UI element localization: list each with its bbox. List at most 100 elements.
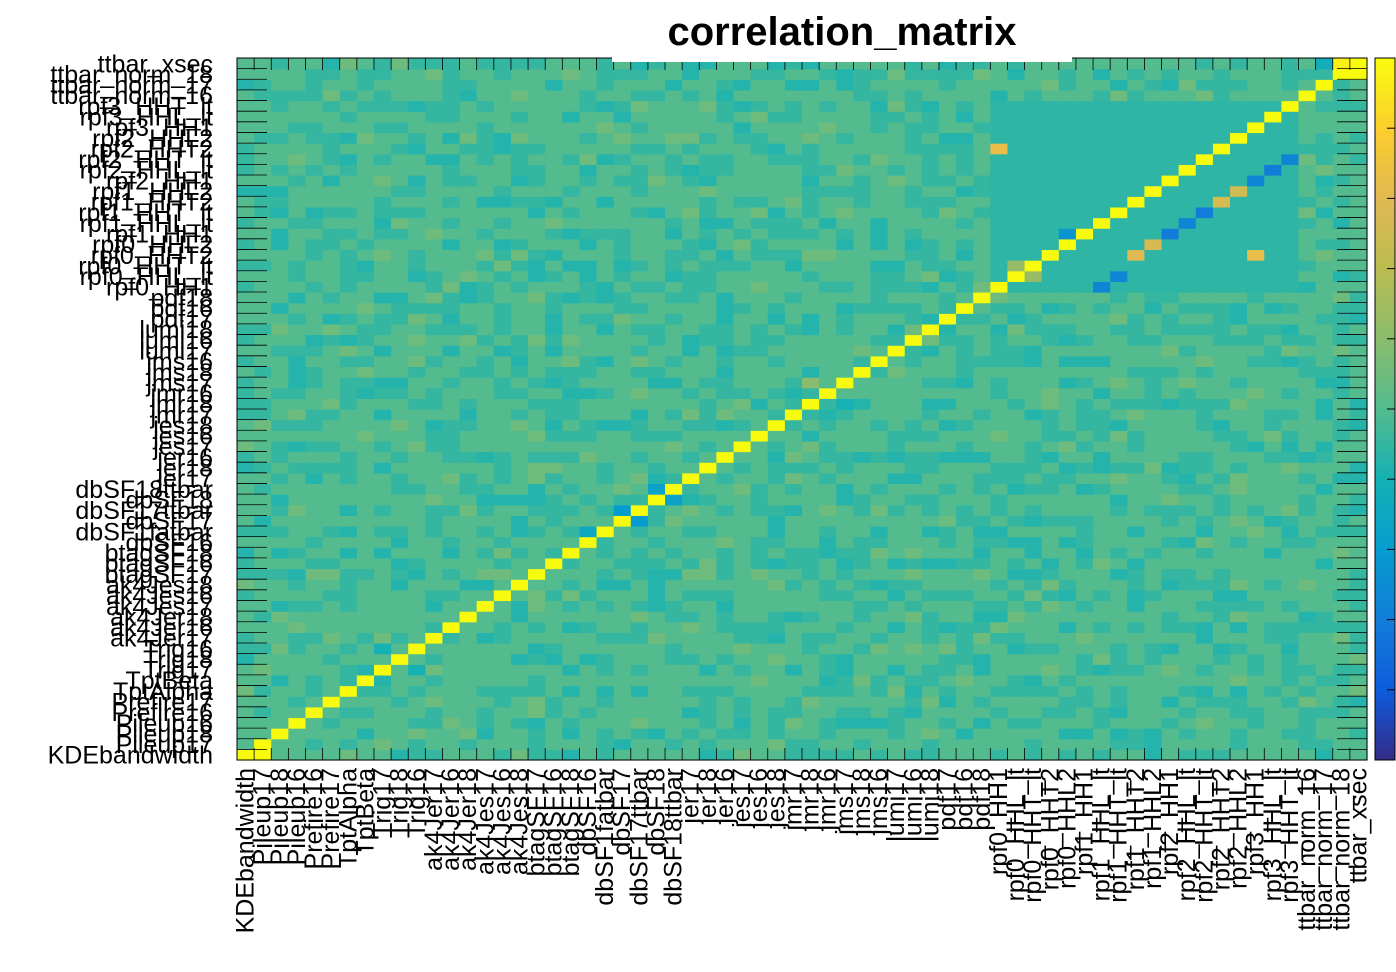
heatmap-cell — [784, 58, 803, 70]
heatmap-cell — [1195, 643, 1214, 655]
heatmap-cell — [510, 696, 529, 708]
heatmap-cell — [836, 600, 854, 612]
heatmap-cell — [356, 600, 375, 612]
heatmap-cell — [1093, 494, 1111, 506]
color-scale-band — [1375, 261, 1395, 265]
heatmap-cell — [1298, 79, 1317, 91]
heatmap-cell — [630, 260, 649, 272]
heatmap-cell — [254, 185, 272, 197]
heatmap-cell — [904, 121, 923, 134]
heatmap-cell — [476, 526, 495, 538]
heatmap-cell — [442, 419, 461, 431]
heatmap-cell — [870, 281, 889, 293]
heatmap-cell — [271, 685, 289, 697]
heatmap-cell — [1298, 600, 1317, 612]
heatmap-cell — [288, 483, 307, 495]
y-tick-label: rpf0_HHT2 — [91, 242, 213, 270]
heatmap-cell — [1195, 143, 1214, 155]
heatmap-cell — [990, 398, 1009, 410]
heatmap-cell — [237, 589, 255, 602]
heatmap-cell — [425, 164, 444, 176]
color-scale-band — [1375, 391, 1395, 395]
heatmap-cell — [1349, 536, 1368, 548]
heatmap-cell — [1264, 270, 1282, 282]
heatmap-cell — [373, 494, 392, 506]
x-tick-label: jmr18 — [797, 768, 825, 832]
heatmap-cell — [391, 494, 409, 506]
heatmap-cell — [271, 292, 289, 304]
heatmap-cell — [425, 206, 444, 219]
heatmap-cell — [1332, 738, 1351, 750]
heatmap-cell — [784, 589, 803, 602]
heatmap-cell — [322, 664, 341, 676]
heatmap-cell — [613, 238, 632, 251]
x-tick-label: KDEbandwidth — [232, 768, 260, 933]
heatmap-cell — [682, 79, 700, 91]
heatmap-cell — [442, 355, 461, 368]
color-scale-band — [1375, 352, 1395, 356]
heatmap-cell — [1110, 706, 1128, 719]
heatmap-cell — [956, 217, 974, 229]
heatmap-cell — [853, 430, 872, 442]
heatmap-cell — [356, 334, 375, 346]
heatmap-cell — [699, 451, 717, 463]
heatmap-cell — [1247, 440, 1265, 453]
heatmap-cell — [579, 121, 598, 134]
heatmap-cell — [356, 557, 375, 570]
heatmap-cell — [836, 270, 854, 282]
heatmap-cell — [630, 100, 649, 112]
heatmap-cell — [1075, 58, 1094, 70]
color-scale-band — [1375, 206, 1395, 210]
color-scale-band — [1375, 454, 1395, 458]
heatmap-cell — [802, 738, 820, 750]
heatmap-cell — [767, 472, 786, 485]
heatmap-cell — [1298, 206, 1317, 219]
heatmap-cell — [442, 674, 461, 687]
heatmap-cell — [1212, 632, 1231, 644]
heatmap-cell — [305, 292, 324, 304]
heatmap-cell — [288, 153, 307, 165]
color-scale-band — [1375, 509, 1395, 513]
heatmap-cell — [254, 536, 272, 548]
heatmap-cell — [682, 547, 700, 559]
heatmap-cell — [750, 334, 769, 346]
heatmap-cell — [1144, 238, 1163, 251]
heatmap-cell — [442, 749, 461, 761]
heatmap-cell — [1332, 100, 1351, 112]
heatmap-cell — [288, 68, 307, 80]
heatmap-cell — [1075, 292, 1094, 304]
heatmap-cell — [1349, 206, 1368, 219]
heatmap-cell — [1178, 728, 1197, 740]
heatmap-cell — [819, 143, 837, 155]
heatmap-cell — [562, 696, 581, 708]
heatmap-cell — [819, 664, 837, 676]
heatmap-cell — [938, 600, 957, 612]
heatmap-cell — [1247, 334, 1265, 346]
heatmap-cell — [254, 494, 272, 506]
heatmap-cell — [1247, 462, 1265, 474]
heatmap-cell — [391, 621, 409, 633]
heatmap-cell — [1264, 483, 1282, 495]
heatmap-cell — [938, 526, 957, 538]
heatmap-cell — [339, 58, 358, 70]
heatmap-cell — [613, 89, 632, 102]
heatmap-cell — [938, 302, 957, 314]
heatmap-cell — [904, 111, 923, 123]
heatmap-cell — [1281, 409, 1300, 421]
heatmap-cell — [476, 643, 495, 655]
heatmap-cell — [545, 664, 563, 676]
heatmap-cell — [699, 68, 717, 80]
y-tick-label: Pileup18 — [116, 720, 213, 748]
heatmap-cell — [1230, 557, 1248, 570]
heatmap-cell — [408, 653, 426, 665]
heatmap-cell — [921, 536, 940, 548]
heatmap-cell — [408, 494, 426, 506]
heatmap-cell — [1264, 568, 1282, 580]
heatmap-cell — [408, 632, 426, 644]
heatmap-cell — [1144, 536, 1163, 548]
heatmap-cell — [510, 674, 529, 687]
heatmap-cell — [545, 58, 563, 70]
heatmap-cell — [1212, 717, 1231, 729]
heatmap-cell — [408, 526, 426, 538]
heatmap-cell — [237, 674, 255, 687]
